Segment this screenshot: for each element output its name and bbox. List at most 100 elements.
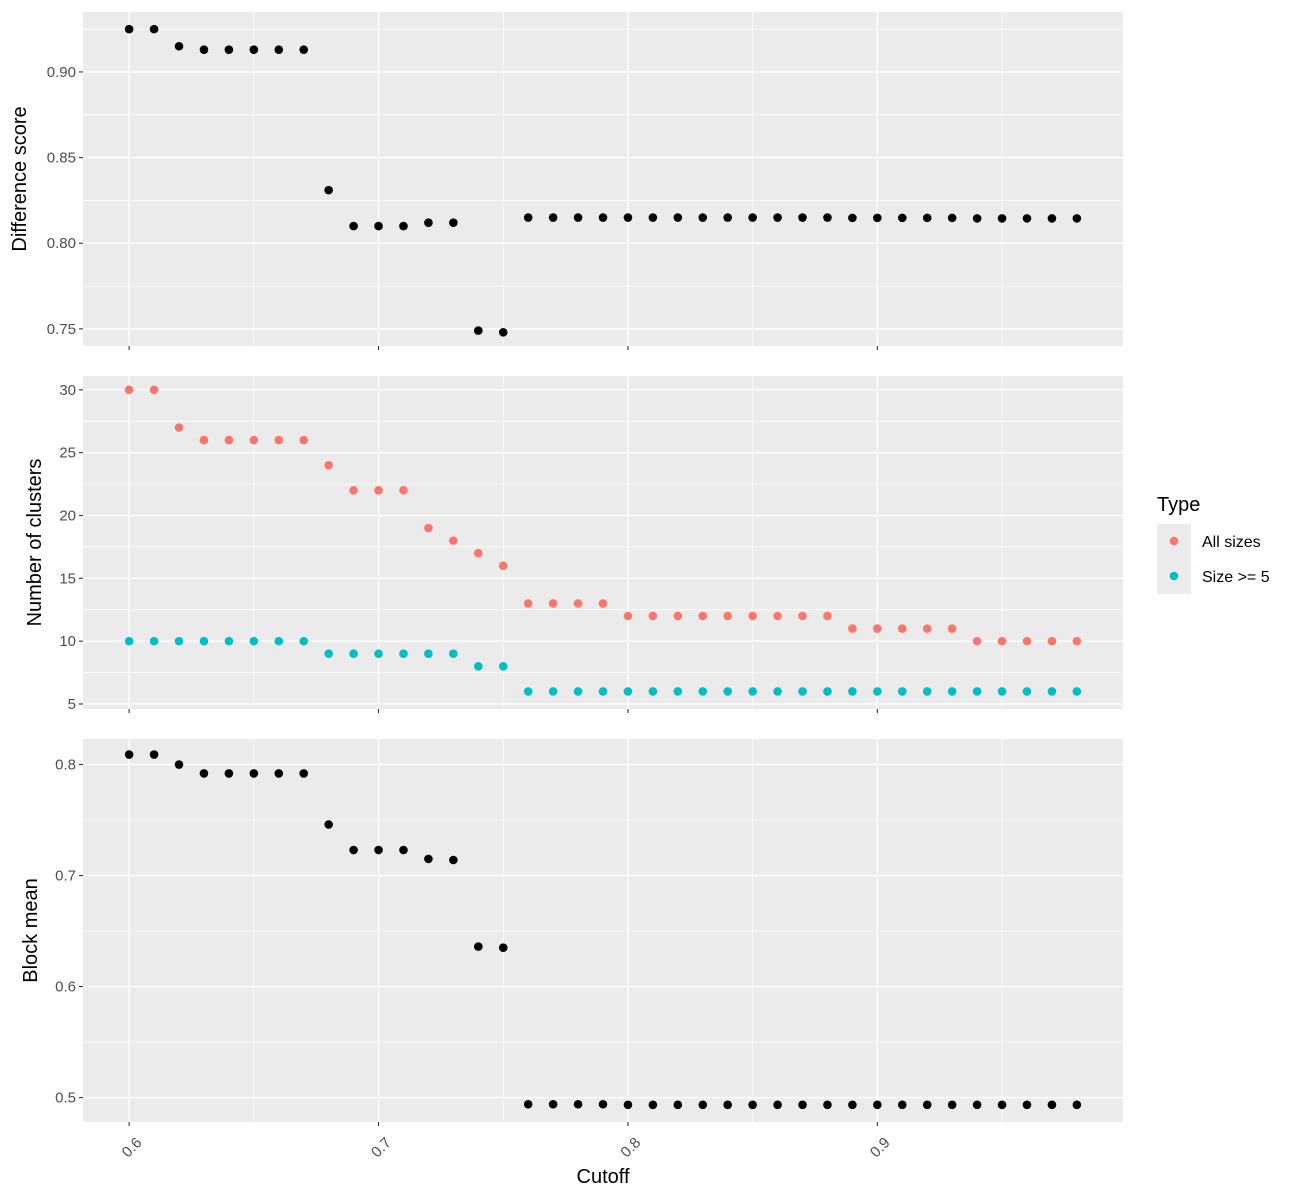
data-point <box>149 750 159 759</box>
data-point <box>823 687 832 696</box>
data-point <box>947 1100 957 1110</box>
data-point <box>947 624 957 633</box>
data-point <box>823 611 832 621</box>
data-point <box>848 1100 857 1110</box>
data-point <box>1047 214 1057 223</box>
data-point <box>124 636 134 646</box>
y-axis-title: Block mean <box>20 878 42 983</box>
data-point <box>598 599 608 608</box>
data-point <box>249 435 259 445</box>
data-point <box>573 687 583 696</box>
data-point <box>573 1099 583 1109</box>
data-point <box>299 636 309 646</box>
data-point <box>224 435 234 445</box>
data-point <box>349 221 358 231</box>
data-point <box>972 687 982 696</box>
data-point <box>897 1100 907 1110</box>
data-point <box>673 687 683 696</box>
panel-block-mean: 0.50.60.70.8 0.6 0.7 0.8 0.9 Block mean <box>20 739 1123 1161</box>
data-point <box>873 687 882 696</box>
panel-background <box>83 376 1123 709</box>
data-point <box>274 636 284 646</box>
data-point <box>449 855 458 865</box>
data-point <box>149 385 159 395</box>
data-point <box>174 636 184 646</box>
data-point <box>997 636 1007 646</box>
panel-background <box>83 12 1123 346</box>
data-point <box>249 769 259 778</box>
data-point <box>224 45 234 54</box>
data-point <box>1047 636 1057 646</box>
data-point <box>773 213 782 222</box>
data-point <box>1022 214 1032 223</box>
data-point <box>498 327 508 337</box>
data-point <box>748 1100 757 1110</box>
data-point <box>174 760 184 769</box>
data-point <box>523 1099 533 1109</box>
data-point <box>374 649 383 659</box>
data-point <box>648 213 658 222</box>
data-point <box>399 649 408 659</box>
y-tick-label: 25 <box>59 445 76 462</box>
data-point <box>1022 636 1032 646</box>
data-point <box>124 24 134 34</box>
data-point <box>299 769 309 778</box>
data-point <box>224 636 234 646</box>
data-point <box>823 213 832 222</box>
data-point <box>648 1100 658 1110</box>
data-point <box>623 1100 633 1110</box>
data-point <box>449 218 458 227</box>
data-point <box>224 769 234 778</box>
data-point <box>723 213 733 222</box>
panel-number-of-clusters: 5 10 15 20 25 30 Number of clusters <box>24 376 1123 713</box>
data-point <box>1072 214 1082 223</box>
data-point <box>748 611 757 621</box>
data-point <box>673 1100 683 1110</box>
y-tick-label: 0.8 <box>55 757 76 774</box>
data-point <box>473 548 483 558</box>
data-point <box>897 687 907 696</box>
data-point <box>698 687 708 696</box>
legend-label-size-5: Size >= 5 <box>1202 569 1270 586</box>
data-point <box>1047 687 1057 696</box>
data-point <box>723 687 733 696</box>
data-point <box>1072 636 1082 646</box>
data-point <box>573 599 583 608</box>
data-point <box>149 636 159 646</box>
data-point <box>773 687 782 696</box>
data-point <box>922 624 932 633</box>
legend-key-all-sizes <box>1169 536 1179 546</box>
data-point <box>623 611 633 621</box>
y-tick-label: 0.6 <box>55 979 76 996</box>
data-point <box>848 213 857 223</box>
data-point <box>773 611 782 621</box>
data-point <box>299 435 309 445</box>
data-point <box>773 1100 782 1110</box>
data-point <box>1022 1100 1032 1110</box>
data-point <box>623 687 633 696</box>
data-point <box>623 213 633 222</box>
data-point <box>324 649 333 659</box>
data-point <box>947 213 957 223</box>
data-point <box>274 435 284 445</box>
data-point <box>848 624 857 633</box>
data-point <box>473 326 483 335</box>
data-point <box>349 845 358 855</box>
data-point <box>199 636 209 646</box>
y-tick-label: 20 <box>59 507 76 524</box>
panel-background <box>83 739 1123 1122</box>
data-point <box>274 45 284 54</box>
data-point <box>374 486 383 495</box>
data-point <box>798 1100 807 1110</box>
y-axis-title: Difference score <box>9 106 31 251</box>
data-point <box>873 1100 882 1110</box>
data-point <box>249 45 259 54</box>
y-tick-label: 0.7 <box>55 868 76 885</box>
data-point <box>274 769 284 778</box>
data-point <box>1022 687 1032 696</box>
data-point <box>748 687 757 696</box>
data-point <box>972 1100 982 1110</box>
data-point <box>349 486 358 495</box>
data-point <box>972 636 982 646</box>
